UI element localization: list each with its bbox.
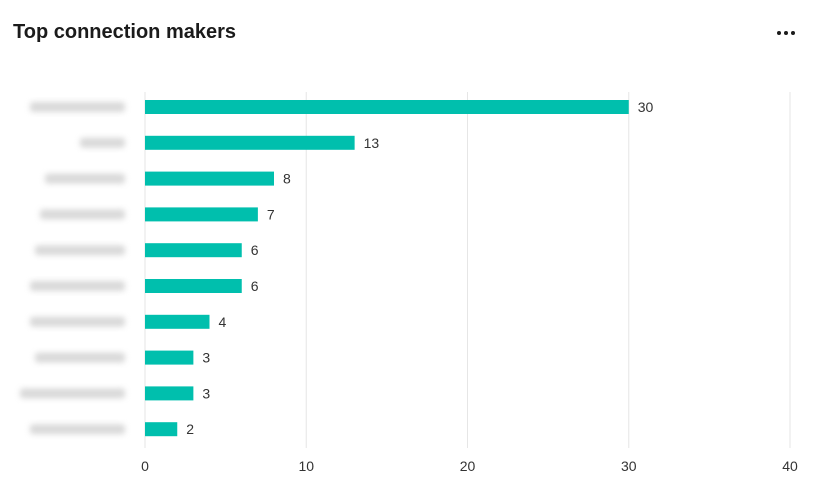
bar-value-label: 30 [638,99,654,115]
x-tick-label: 30 [621,458,637,474]
redacted-category-label [30,316,125,327]
x-axis-ticks: 0 10 20 30 40 [141,458,798,474]
more-options-button[interactable] [770,20,802,46]
bar-value-label: 3 [202,350,210,366]
x-tick-label: 40 [782,458,798,474]
bar[interactable] [145,422,178,437]
bar-value-label: 7 [267,206,275,222]
bar[interactable] [145,100,629,114]
redacted-category-labels [20,102,125,435]
bar-value-label: 13 [364,135,380,151]
bar[interactable] [145,279,242,293]
x-tick-label: 10 [298,458,314,474]
redacted-category-label [30,102,125,112]
gridlines [144,92,791,448]
bar[interactable] [145,171,274,186]
value-labels: 30 13 8 7 6 6 4 3 3 2 [186,99,653,437]
redacted-category-label [40,209,125,220]
redacted-category-label [35,352,125,363]
bar[interactable] [145,350,194,365]
redacted-category-label [30,424,125,435]
bar-value-label: 3 [202,385,210,401]
bar[interactable] [145,243,242,258]
more-horizontal-icon [777,31,795,35]
bar-value-label: 2 [186,421,194,437]
x-tick-label: 20 [460,458,476,474]
bar[interactable] [145,386,194,401]
bar[interactable] [145,207,258,222]
redacted-category-label [80,137,125,148]
redacted-category-label [20,388,125,399]
bars [145,100,629,437]
bar[interactable] [145,314,210,329]
redacted-category-label [45,173,125,184]
redacted-category-label [30,281,125,291]
bar-value-label: 8 [283,171,291,187]
redacted-category-label [35,245,125,256]
bar-value-label: 6 [251,242,259,258]
bar-value-label: 4 [219,314,227,330]
card-title: Top connection makers [13,21,237,43]
bar[interactable] [145,135,355,150]
bar-value-label: 6 [251,278,259,294]
x-tick-label: 0 [141,458,149,474]
